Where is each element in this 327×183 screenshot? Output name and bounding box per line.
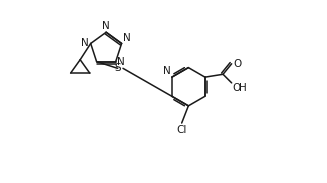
Text: N: N (163, 66, 170, 76)
Text: O: O (233, 59, 241, 69)
Text: N: N (117, 57, 125, 67)
Text: H: H (239, 83, 247, 93)
Text: O: O (232, 83, 241, 93)
Text: N: N (81, 38, 89, 48)
Text: N: N (123, 33, 131, 42)
Text: Cl: Cl (177, 125, 187, 135)
Text: N: N (102, 21, 110, 31)
Text: S: S (114, 63, 121, 73)
